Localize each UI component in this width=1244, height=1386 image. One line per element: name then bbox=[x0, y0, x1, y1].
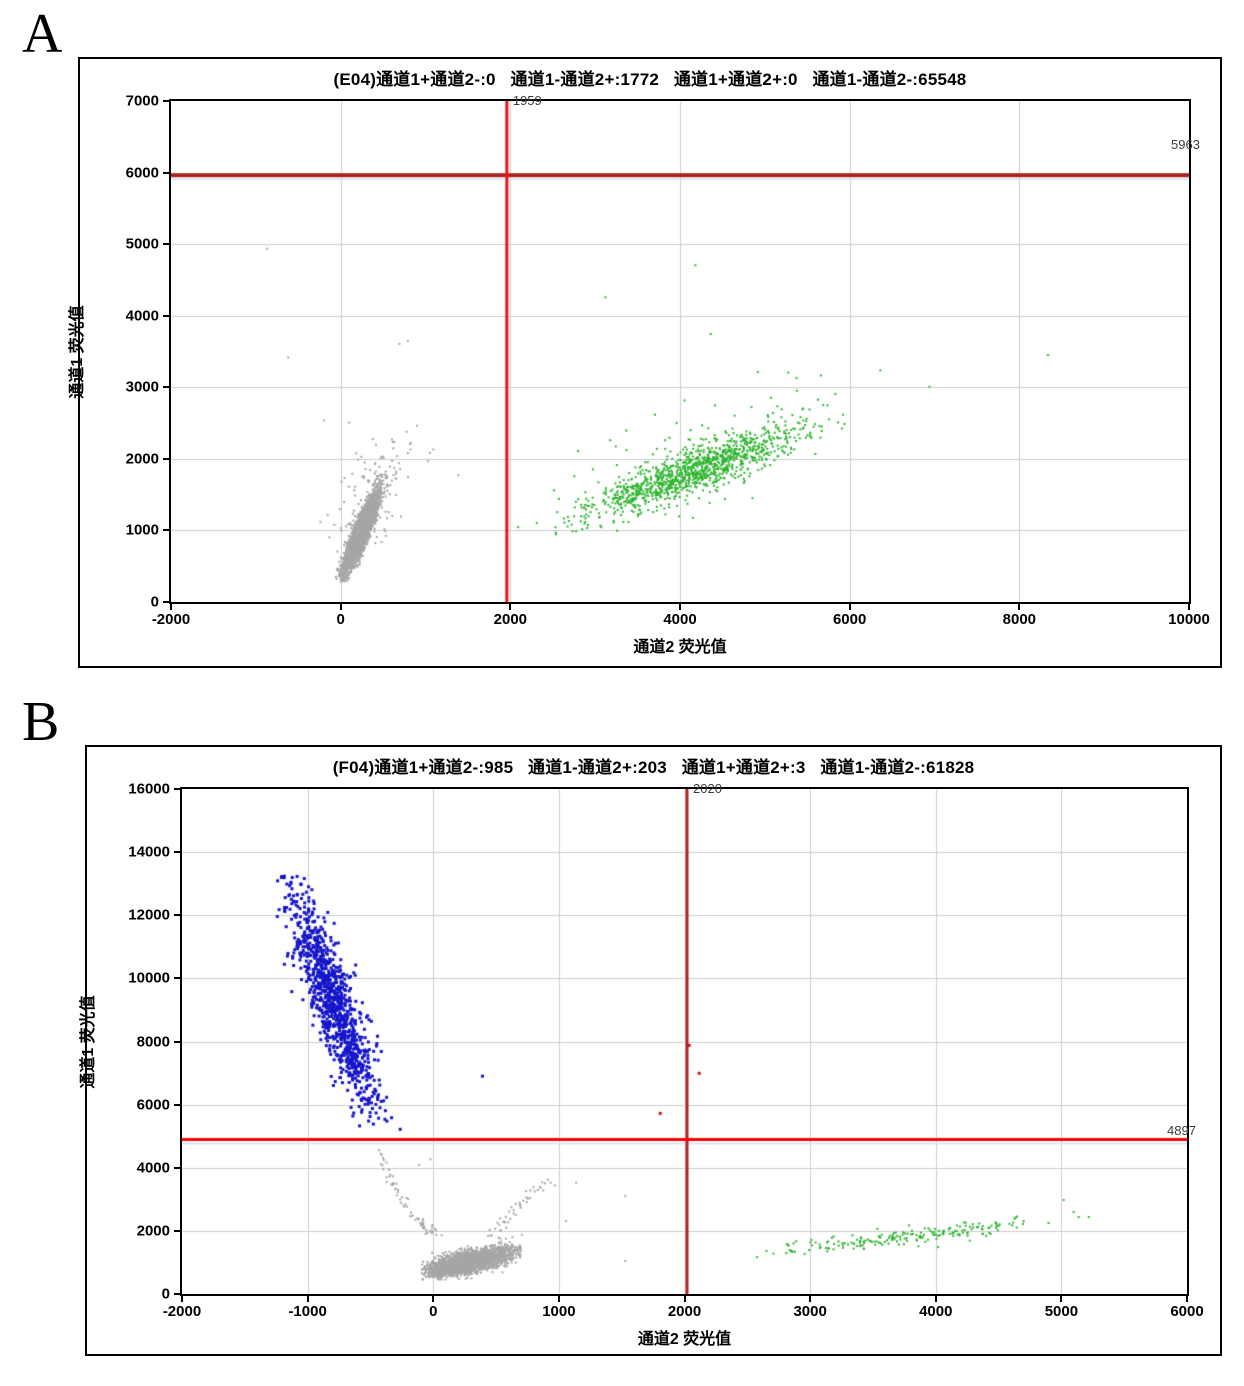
x-tick-label: 6000 bbox=[832, 611, 867, 628]
y-tick-mark bbox=[174, 851, 182, 854]
panel-a: (E04)通道1+通道2-:0 通道1-通道2+:1772 通道1+通道2+:0… bbox=[69, 57, 1222, 668]
x-tick-label: 2000 bbox=[667, 1303, 702, 1320]
y-tick-label: 0 bbox=[150, 593, 159, 611]
y-tick-label: 10000 bbox=[128, 969, 170, 987]
x-tick-label: -2000 bbox=[151, 611, 191, 628]
y-tick-mark bbox=[163, 457, 171, 460]
y-axis-ticks-b: 0 2000 4000 6000 8000 10000 12000 14000 16000 bbox=[100, 781, 170, 1303]
crosshair-x-value-label: 1959 bbox=[512, 93, 542, 108]
x-tick-mark bbox=[679, 602, 681, 610]
y-axis-label-a: 通道1 荧光值 bbox=[69, 304, 86, 399]
panel-b: (F04)通道1+通道2-:985 通道1-通道2+:203 通道1+通道2+:… bbox=[80, 745, 1222, 1356]
x-axis-ticks-a: -2000 0 2000 4000 6000 8000 10000 bbox=[152, 602, 1210, 632]
scatter-canvas-a bbox=[171, 101, 1189, 602]
y-tick-mark bbox=[174, 914, 182, 917]
y-tick-label: 6000 bbox=[136, 1096, 170, 1114]
x-tick-label: 0 bbox=[429, 1303, 438, 1320]
x-axis-ticks-b: -2000 -1000 0 1000 2000 3000 4000 5000 6000 bbox=[163, 1294, 1204, 1324]
chart-title-a: (E04)通道1+通道2-:0 通道1-通道2+:1772 通道1+通道2+:0… bbox=[333, 70, 967, 89]
y-tick-mark bbox=[174, 1293, 182, 1295]
y-tick-mark bbox=[163, 100, 171, 102]
panel-a-letter: A bbox=[22, 3, 63, 65]
y-tick-mark bbox=[163, 314, 171, 317]
y-tick-mark bbox=[174, 977, 182, 980]
crosshair-y-value-label: 5963 bbox=[1171, 137, 1200, 153]
plot-area-b: 2020 4897 -2000 -1000 0 1000 2000 3000 4000 500… bbox=[80, 781, 1204, 1349]
x-tick-mark bbox=[848, 602, 851, 610]
y-tick-mark bbox=[163, 171, 171, 174]
y-tick-label: 2000 bbox=[136, 1222, 170, 1240]
y-tick-label: 2000 bbox=[125, 450, 159, 468]
x-tick-mark bbox=[1018, 602, 1021, 610]
x-tick-mark bbox=[170, 602, 172, 610]
chart-title-b: (F04)通道1+通道2-:985 通道1-通道2+:203 通道1+通道2+:… bbox=[332, 758, 975, 777]
scatter-canvas-b bbox=[182, 789, 1187, 1294]
y-axis-label-b: 通道1 荧光值 bbox=[80, 994, 97, 1089]
y-tick-label: 5000 bbox=[125, 235, 159, 253]
y-tick-label: 14000 bbox=[128, 843, 170, 861]
x-tick-mark bbox=[1060, 1294, 1063, 1302]
x-tick-label: -1000 bbox=[288, 1303, 327, 1320]
y-axis-ticks-a: 0 1000 2000 3000 4000 5000 6000 7000 bbox=[89, 93, 159, 611]
x-tick-label: 3000 bbox=[793, 1303, 827, 1320]
y-tick-label: 4000 bbox=[125, 307, 159, 325]
y-tick-label: 12000 bbox=[128, 906, 170, 924]
x-tick-label: 2000 bbox=[493, 611, 528, 628]
y-tick-label: 16000 bbox=[128, 780, 170, 798]
x-tick-label: 6000 bbox=[1170, 1303, 1204, 1320]
y-tick-mark bbox=[174, 1040, 182, 1043]
x-tick-label: 5000 bbox=[1044, 1303, 1079, 1320]
y-tick-mark bbox=[163, 601, 171, 603]
y-tick-label: 3000 bbox=[125, 378, 159, 396]
y-tick-mark bbox=[163, 529, 171, 532]
x-tick-mark bbox=[934, 1294, 937, 1302]
panel-b-letter: B bbox=[22, 691, 60, 753]
y-tick-mark bbox=[174, 1103, 182, 1106]
x-tick-mark bbox=[339, 602, 342, 610]
y-tick-label: 6000 bbox=[125, 164, 159, 182]
x-tick-mark bbox=[181, 1294, 183, 1302]
y-tick-label: 4000 bbox=[136, 1159, 170, 1177]
x-tick-mark bbox=[1186, 1294, 1188, 1302]
crosshair-x-value-label: 2020 bbox=[693, 781, 722, 796]
x-axis-label-a: 通道2 荧光值 bbox=[633, 639, 727, 656]
y-tick-label: 1000 bbox=[125, 521, 159, 539]
crosshair-y-value-label: 4897 bbox=[1167, 1123, 1196, 1139]
x-tick-label: 10000 bbox=[1168, 611, 1210, 628]
x-tick-mark bbox=[557, 1294, 560, 1302]
y-tick-mark bbox=[174, 1229, 182, 1232]
y-tick-label: 0 bbox=[161, 1285, 170, 1303]
y-tick-label: 8000 bbox=[136, 1033, 170, 1050]
x-tick-label: -2000 bbox=[162, 1303, 202, 1320]
x-tick-mark bbox=[432, 1294, 435, 1302]
y-tick-mark bbox=[163, 386, 171, 389]
y-tick-mark bbox=[163, 243, 171, 246]
x-tick-mark bbox=[809, 1294, 812, 1302]
y-axis-label-wrap-a: 通道1 荧光值 bbox=[63, 101, 87, 602]
x-tick-label: 4000 bbox=[919, 1303, 953, 1320]
x-tick-label: 4000 bbox=[663, 611, 697, 628]
x-tick-label: 0 bbox=[336, 611, 345, 628]
x-tick-mark bbox=[1188, 602, 1190, 610]
x-tick-mark bbox=[509, 602, 512, 610]
y-tick-mark bbox=[174, 1166, 182, 1169]
x-tick-mark bbox=[306, 1294, 309, 1302]
x-tick-mark bbox=[683, 1294, 686, 1302]
y-tick-mark bbox=[174, 788, 182, 790]
x-axis-label-b: 通道2 荧光值 bbox=[637, 1331, 732, 1348]
x-tick-label: 8000 bbox=[1002, 611, 1037, 628]
y-axis-label-wrap-b: 通道1 荧光值 bbox=[74, 789, 98, 1294]
x-tick-label: 1000 bbox=[542, 1303, 576, 1320]
y-tick-label: 7000 bbox=[125, 92, 159, 110]
